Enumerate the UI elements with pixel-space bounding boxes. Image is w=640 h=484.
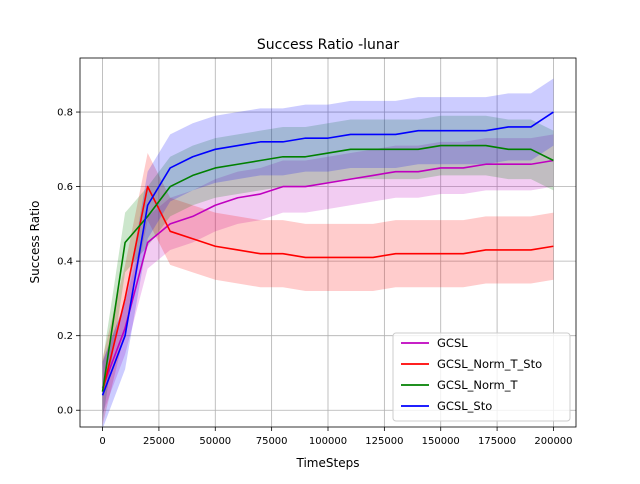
series-band-0 — [102, 134, 554, 414]
x-tick-label: 50000 — [199, 436, 231, 447]
legend-label: GCSL_Sto — [437, 399, 492, 413]
legend-label: GCSL_Norm_T — [437, 378, 519, 392]
x-tick-label: 0 — [99, 436, 105, 447]
series-line-3 — [101, 111, 554, 396]
y-tick-label: 0.0 — [57, 406, 73, 417]
legend: GCSL GCSL_Norm_T_Sto GCSL_Norm_T GCSL_Sto — [392, 332, 571, 422]
legend-label: GCSL — [437, 336, 468, 350]
legend-label: GCSL_Norm_T_Sto — [437, 357, 542, 371]
series-line-2 — [101, 144, 554, 392]
x-axis-label: TimeSteps — [296, 456, 360, 470]
y-tick-label: 0.4 — [57, 257, 73, 268]
x-tick-label: 150000 — [422, 436, 460, 447]
y-tick-label: 0.8 — [57, 108, 73, 119]
y-tick-label: 0.2 — [57, 331, 73, 342]
series-band-3 — [102, 78, 554, 429]
y-axis-label: Success Ratio — [28, 201, 42, 284]
series-line-0 — [101, 159, 554, 389]
chart-title: Success Ratio -lunar — [257, 37, 399, 53]
legend-box — [392, 332, 571, 422]
plot-area: 0 25000 50000 75000 100000 125000 150000 175000… — [57, 57, 577, 447]
x-tick-label: 175000 — [478, 436, 516, 447]
x-tick-label: 100000 — [309, 436, 347, 447]
series-band-1 — [102, 153, 554, 426]
x-tick-label: 25000 — [143, 436, 175, 447]
x-tick-label: 125000 — [365, 436, 403, 447]
y-tick-label: 0.6 — [57, 182, 73, 193]
x-tick-label: 75000 — [256, 436, 288, 447]
x-tick-label: 200000 — [534, 436, 572, 447]
series-line-1 — [101, 185, 554, 392]
series-band-2 — [102, 115, 554, 422]
